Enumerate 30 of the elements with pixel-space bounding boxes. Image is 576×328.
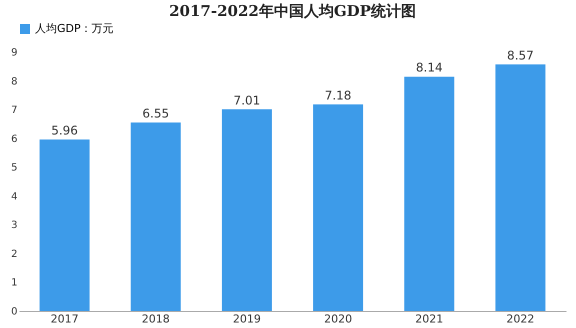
data-label: 6.55	[142, 106, 170, 121]
data-label: 8.14	[416, 60, 443, 75]
bar	[495, 64, 546, 311]
x-tick-label: 2017	[50, 312, 79, 326]
y-tick-label: 7	[11, 105, 18, 116]
y-tick-label: 1	[11, 278, 18, 289]
bar	[404, 76, 454, 311]
bar	[130, 122, 181, 311]
bar	[222, 109, 272, 311]
data-label: 5.96	[51, 123, 78, 138]
data-label: 8.57	[507, 48, 534, 62]
legend-label: 人均GDP：万元	[35, 22, 114, 35]
x-tick-label: 2019	[232, 312, 261, 326]
bar	[40, 139, 90, 311]
x-tick-label: 2018	[142, 312, 170, 326]
data-label: 7.18	[324, 88, 352, 102]
data-label: 7.01	[234, 93, 260, 108]
y-tick-label: 3	[11, 220, 18, 232]
x-tick-label: 2021	[415, 312, 444, 326]
y-tick-label: 0	[11, 306, 18, 318]
y-tick-label: 8	[11, 76, 18, 88]
y-tick-label: 2	[11, 248, 18, 260]
x-tick-label: 2022	[506, 312, 534, 326]
y-tick-label: 4	[11, 191, 18, 202]
bar	[313, 104, 364, 311]
y-tick-label: 6	[11, 134, 18, 145]
y-tick-label: 9	[11, 48, 18, 58]
x-tick-label: 2020	[324, 312, 352, 326]
y-tick-label: 5	[11, 162, 18, 174]
chart-title: 2017-2022年中国人均GDP统计图	[169, 2, 416, 20]
